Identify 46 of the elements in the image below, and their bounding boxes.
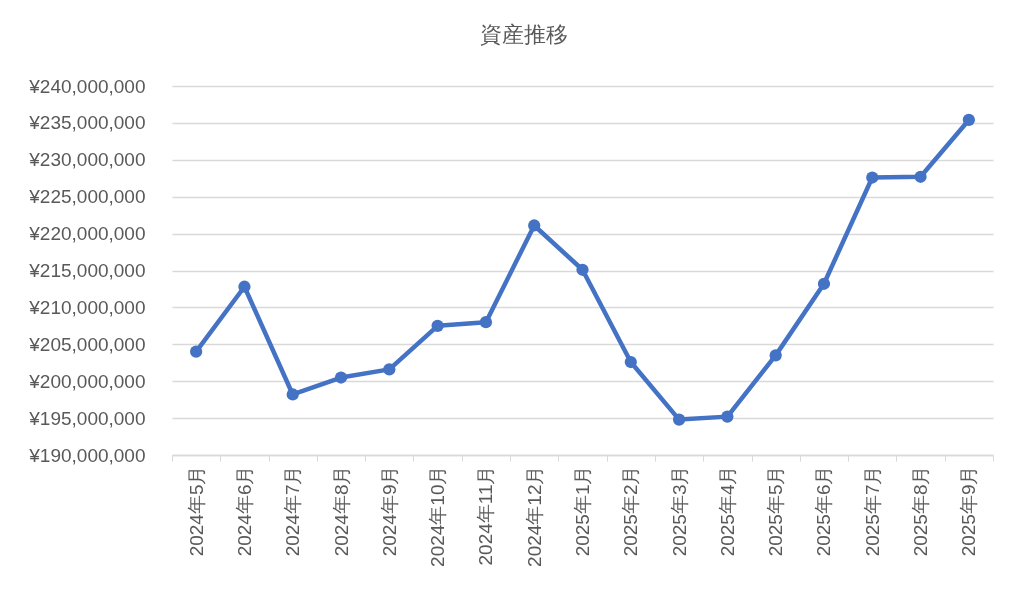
point — [383, 363, 396, 376]
x-tick-label: 2024年8月 — [330, 465, 352, 557]
x-tick-label: 2025年5月 — [765, 465, 787, 557]
x-tick-label: 2025年7月 — [861, 465, 883, 557]
point — [190, 345, 203, 358]
x-tick-label: 2024年11月 — [475, 465, 497, 566]
y-tick-label: ¥210,000,000 — [28, 296, 146, 318]
point — [817, 277, 831, 290]
point — [721, 410, 734, 423]
y-tick-label: ¥190,000,000 — [28, 444, 146, 466]
y-tick-label: ¥220,000,000 — [28, 223, 146, 245]
x-tick-label: 2025年2月 — [620, 465, 642, 557]
x-tick-label: 2025年3月 — [668, 465, 690, 557]
point — [431, 319, 444, 332]
point — [286, 388, 299, 401]
x-tick-label: 2024年7月 — [282, 465, 304, 557]
point — [576, 263, 589, 276]
x-tick-label: 2025年1月 — [572, 465, 593, 557]
point — [238, 280, 251, 293]
point — [624, 355, 637, 369]
point — [672, 413, 686, 426]
x-tick-label: 2025年6月 — [813, 465, 835, 557]
x-tick-label: 2025年4月 — [716, 465, 738, 557]
chart-title: 資産推移 — [479, 22, 568, 47]
point — [334, 371, 348, 384]
y-tick-label: ¥215,000,000 — [28, 260, 146, 281]
x-tick-label: 2025年8月 — [910, 465, 932, 557]
y-tick-label: ¥235,000,000 — [28, 112, 146, 134]
point — [866, 171, 879, 184]
point — [528, 219, 541, 232]
x-tick-label: 2024年5月 — [185, 465, 207, 557]
y-tick-label: ¥205,000,000 — [28, 333, 146, 355]
y-tick-label: ¥230,000,000 — [28, 149, 146, 171]
point — [914, 170, 927, 183]
x-tick-label: 2024年12月 — [523, 465, 545, 567]
x-tick-label: 2024年9月 — [378, 465, 400, 557]
x-tick-label: 2024年6月 — [233, 465, 255, 557]
point — [479, 316, 493, 329]
y-tick-label: ¥195,000,000 — [28, 407, 146, 429]
y-tick-label: ¥240,000,000 — [28, 75, 146, 97]
x-tick-label: 2025年9月 — [958, 465, 980, 557]
x-tick-label: 2024年10月 — [427, 465, 449, 567]
point — [962, 113, 975, 127]
y-tick-label: ¥200,000,000 — [28, 370, 146, 392]
point — [769, 349, 782, 362]
y-tick-label: ¥225,000,000 — [28, 186, 146, 208]
